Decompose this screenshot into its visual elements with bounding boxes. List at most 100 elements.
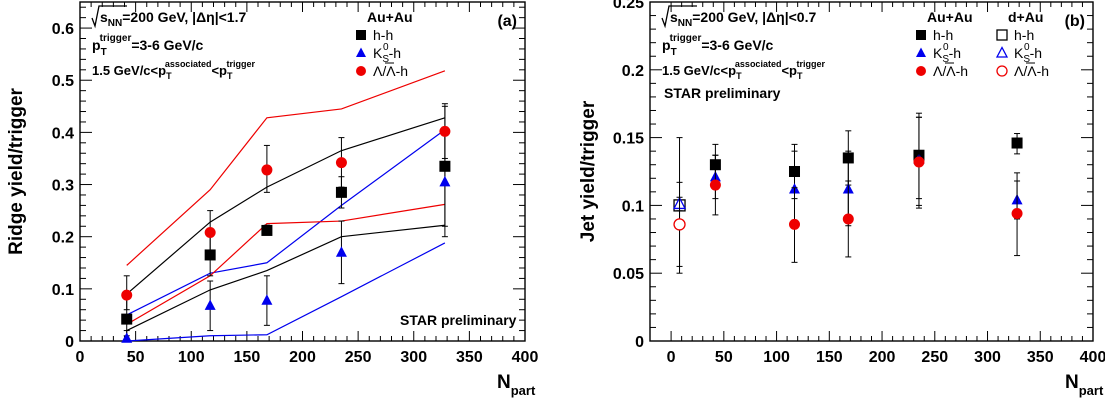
assoc-pt-sup2: trigger [227,59,256,69]
legend-label-lambda: Λ/Λ-h [1014,63,1049,79]
kshort-post: -h [1030,45,1042,61]
y-axis-label: Jet yield/trigger [578,100,599,242]
data-series [673,181,686,267]
x-tick-label: 250 [921,349,948,366]
systematic-band [126,129,446,342]
star-preliminary-label: STAR preliminary [664,85,781,101]
sqrt-symbol [91,5,127,29]
assoc-pt-sub: T [166,71,172,81]
energy-label-nn: NN [108,18,122,29]
legend-label-kshort: KS0-h [373,42,401,65]
data-point [261,294,273,305]
band-upper-line [126,129,446,316]
kshort-post: -h [389,45,401,61]
assoc-pt-pre: 1.5 GeV/c<p [662,63,736,78]
data-series [121,103,451,311]
legend-marker [356,66,366,76]
band-upper-line [126,70,446,266]
trigger-pt-label: pTtrigger=3-6 GeV/c [92,33,204,58]
x-tick-label: 400 [512,349,539,366]
x-tick-label: 100 [763,349,790,366]
x-axis: 0 50 100 150 200 250 300 350 400 [667,2,1105,366]
data-point [789,218,801,230]
kshort-sup: 0 [943,42,949,53]
x-tick-label: 250 [345,349,372,366]
trigger-pt-sub: T [101,47,107,58]
x-axis-label-subscript: part [511,383,536,398]
legend-header: Au+Au [367,9,413,25]
energy-label-s: s [100,9,108,25]
y-tick-label: 0.4 [52,125,74,142]
legend-label-kshort: KS0-h [933,42,961,65]
y-tick-label: 0 [635,334,644,351]
kshort-k: K [1014,45,1024,61]
data-point [121,313,133,325]
band-lower-line [126,203,445,325]
annotation-block: sNN=200 GeV, |Δη|<1.7 pTtrigger=3-6 GeV/c… [91,5,256,81]
y-tick-label: 0.1 [622,198,644,215]
data-point [261,224,273,236]
systematic-band [126,70,446,325]
assoc-pt-mid: <p [211,63,227,78]
data-point [673,218,686,231]
y-tick-label: 0.05 [613,266,644,283]
kshort-sub: S [1023,54,1030,65]
panel-label: (b) [1065,13,1085,30]
data-point [121,289,133,301]
legend-header-2: d+Au [1008,9,1043,25]
panel-label: (a) [497,13,517,30]
data-point [842,213,854,225]
assoc-pt-label: 1.5 GeV/c<pTassociated<pTtrigger [92,59,256,81]
ridge-yield-panel: 0 50 100 150 200 250 300 350 400 0 0.1 0.2 0.3 0.4 0.5… [6,1,539,398]
data-point [439,125,451,137]
legend-marker [916,30,926,40]
x-tick-label: 200 [869,349,896,366]
data-point [335,246,347,257]
energy-label: sNN=200 GeV, |Δη|<1.7 [100,9,246,29]
x-tick-label: 0 [667,349,676,366]
energy-label-main: =200 GeV, |Δη|<0.7 [692,9,816,25]
x-tick-label: 300 [400,349,427,366]
energy-label-s: s [670,9,678,25]
y-tick-label: 0.25 [613,0,644,12]
kshort-sub: S [382,54,389,65]
x-axis: 0 50 100 150 200 250 300 350 400 [76,2,539,366]
data-point [204,227,216,239]
jet-yield-panel: 0 50 100 150 200 250 300 350 40000.050.10.150.20… [578,0,1105,398]
legend-marker [356,30,366,40]
x-tick-label: 350 [456,349,483,366]
data-point [335,157,347,169]
legend-label-lambda: Λ/Λ-h [373,63,408,79]
y-axis: 0 0.05 0.1 0.15 0.2 0.25 [613,0,1093,351]
x-tick-label: 50 [715,349,733,366]
x-tick-label: 200 [289,349,316,366]
energy-label: sNN=200 GeV, |Δη|<0.7 [670,9,816,29]
energy-label-nn: NN [678,18,692,29]
assoc-pt-label: 1.5 GeV/c<pTassociated<pTtrigger [662,59,826,81]
y-tick-label: 0.5 [52,73,74,90]
assoc-pt-sup: associated [735,59,782,69]
y-tick-label: 0.2 [52,230,74,247]
kshort-k: K [933,45,943,61]
assoc-pt-sub: T [736,71,742,81]
y-tick-label: 0.6 [52,21,74,38]
band-lower-line [126,224,445,332]
trigger-pt-sup: trigger [100,33,132,44]
y-axis: 0 0.1 0.2 0.3 0.4 0.5 0.6 [52,6,525,351]
kshort-sup: 0 [1024,42,1030,53]
x-tick-label: 350 [1027,349,1054,366]
x-tick-label: 150 [234,349,261,366]
band-lower-line [126,242,446,342]
x-tick-label: 150 [816,349,843,366]
legend-label-kshort: KS0-h [1014,42,1042,65]
legend-label-hh: h-h [1014,27,1034,43]
legend-marker [996,65,1008,77]
y-tick-label: 0.15 [613,131,644,148]
trigger-pt-p: p [92,37,101,53]
kshort-k: K [373,45,383,61]
data-point [1011,208,1023,220]
